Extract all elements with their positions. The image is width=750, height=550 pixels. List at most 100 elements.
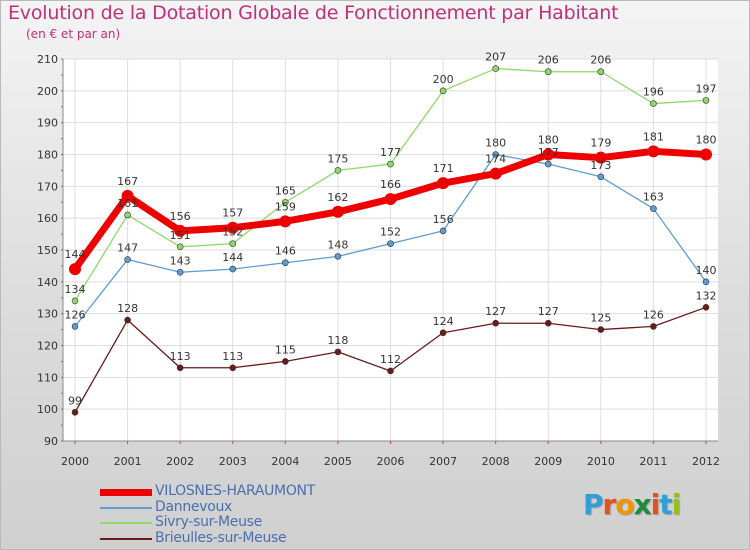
logo-letter: x: [633, 488, 652, 521]
data-label-sivry-sur-meuse: 200: [433, 73, 454, 86]
x-tick-label: 2008: [482, 455, 510, 468]
data-label-dannevoux: 152: [380, 226, 401, 239]
data-label-brieulles-sur-meuse: 112: [380, 353, 401, 366]
data-point-sivry-sur-meuse: [387, 160, 394, 168]
data-point-dannevoux: [124, 256, 131, 263]
data-point-vilosnes-haraumont: [174, 224, 187, 237]
data-point-vilosnes-haraumont: [384, 193, 397, 206]
legend-swatch: [100, 522, 152, 524]
x-tick-label: 2012: [692, 455, 720, 468]
chart-subtitle: (en € et par an): [26, 27, 121, 41]
y-tick-label: 210: [37, 53, 58, 66]
data-point-dannevoux: [650, 205, 657, 212]
data-label-vilosnes-haraumont: 174: [485, 153, 506, 166]
data-label-vilosnes-haraumont: 171: [433, 162, 454, 175]
data-label-dannevoux: 143: [170, 254, 191, 267]
data-label-dannevoux: 148: [327, 238, 348, 251]
y-tick-label: 140: [37, 276, 58, 289]
data-label-dannevoux: 156: [433, 213, 454, 226]
x-tick-label: 2006: [377, 455, 405, 468]
data-label-sivry-sur-meuse: 207: [485, 51, 506, 64]
y-tick-label: 160: [37, 212, 58, 225]
y-tick-label: 120: [37, 340, 58, 353]
data-point-brieulles-sur-meuse: [544, 319, 552, 327]
y-tick-label: 200: [37, 85, 58, 98]
data-label-brieulles-sur-meuse: 127: [485, 305, 506, 318]
data-label-dannevoux: 140: [696, 264, 717, 277]
data-point-vilosnes-haraumont: [226, 221, 239, 234]
data-point-sivry-sur-meuse: [229, 240, 237, 247]
data-label-dannevoux: 147: [117, 242, 138, 255]
data-point-brieulles-sur-meuse: [439, 329, 447, 337]
data-label-sivry-sur-meuse: 206: [590, 54, 611, 67]
data-point-dannevoux: [229, 265, 237, 273]
data-point-sivry-sur-meuse: [597, 68, 605, 76]
data-point-dannevoux: [597, 173, 605, 181]
data-point-sivry-sur-meuse: [334, 167, 342, 174]
data-point-dannevoux: [492, 151, 499, 158]
data-label-vilosnes-haraumont: 157: [222, 207, 243, 220]
data-label-sivry-sur-meuse: 197: [696, 82, 717, 95]
data-label-sivry-sur-meuse: 165: [275, 184, 296, 197]
data-point-vilosnes-haraumont: [279, 215, 292, 228]
data-label-dannevoux: 173: [590, 159, 611, 172]
data-point-dannevoux: [387, 240, 394, 247]
data-label-sivry-sur-meuse: 152: [222, 226, 243, 239]
legend-label: Sivry-sur-Meuse: [155, 514, 262, 530]
data-label-brieulles-sur-meuse: 125: [590, 312, 611, 325]
legend-item: Dannevoux: [100, 498, 400, 516]
data-point-vilosnes-haraumont: [437, 177, 450, 190]
data-label-brieulles-sur-meuse: 118: [327, 334, 348, 347]
data-label-brieulles-sur-meuse: 132: [696, 289, 717, 302]
x-tick-label: 2005: [324, 455, 352, 468]
data-point-sivry-sur-meuse: [650, 100, 657, 107]
legend-swatch: [100, 537, 152, 540]
x-tick-label: 2007: [429, 455, 457, 468]
data-point-vilosnes-haraumont: [331, 205, 344, 218]
data-point-sivry-sur-meuse: [492, 65, 499, 72]
legend: VILOSNES-HARAUMONT Dannevoux Sivry-sur-Meu…: [100, 483, 400, 547]
data-label-sivry-sur-meuse: 177: [380, 146, 401, 159]
data-label-vilosnes-haraumont: 181: [643, 130, 664, 143]
x-tick-label: 2000: [61, 455, 89, 468]
data-point-dannevoux: [71, 323, 79, 330]
data-label-vilosnes-haraumont: 167: [117, 175, 138, 188]
data-label-brieulles-sur-meuse: 113: [170, 350, 191, 363]
data-point-brieulles-sur-meuse: [334, 348, 342, 356]
logo-letter: i: [650, 488, 661, 521]
data-label-dannevoux: 163: [643, 191, 664, 204]
legend-label: Dannevoux: [155, 498, 233, 515]
data-label-dannevoux: 146: [275, 245, 296, 258]
data-point-sivry-sur-meuse: [439, 87, 447, 95]
data-label-sivry-sur-meuse: 161: [117, 197, 138, 210]
y-tick-label: 190: [37, 117, 58, 130]
y-tick-label: 110: [37, 371, 58, 384]
data-label-dannevoux: 144: [222, 251, 243, 264]
data-point-vilosnes-haraumont: [594, 151, 607, 164]
x-tick-label: 2004: [271, 455, 299, 468]
data-label-vilosnes-haraumont: 180: [696, 134, 717, 147]
data-label-vilosnes-haraumont: 156: [170, 210, 191, 223]
data-point-brieulles-sur-meuse: [282, 358, 289, 365]
data-point-vilosnes-haraumont: [69, 263, 81, 276]
data-point-brieulles-sur-meuse: [124, 316, 131, 324]
y-tick-label: 180: [37, 149, 58, 162]
data-point-sivry-sur-meuse: [176, 243, 184, 251]
legend-item: Brieulles-sur-Meuse: [100, 530, 400, 547]
data-point-sivry-sur-meuse: [124, 211, 131, 219]
x-tick-label: 2009: [534, 455, 562, 468]
data-point-brieulles-sur-meuse: [492, 319, 499, 327]
legend-item: Sivry-sur-Meuse: [100, 514, 400, 531]
data-label-brieulles-sur-meuse: 128: [117, 302, 138, 315]
data-point-vilosnes-haraumont: [542, 148, 555, 161]
y-tick-label: 130: [37, 308, 58, 321]
chart-title: Evolution de la Dotation Globale de Fonc…: [8, 2, 619, 24]
data-label-dannevoux: 180: [485, 137, 506, 150]
data-label-sivry-sur-meuse: 206: [538, 54, 559, 67]
legend-item: VILOSNES-HARAUMONT: [100, 483, 400, 500]
data-label-vilosnes-haraumont: 159: [275, 200, 296, 213]
data-point-vilosnes-haraumont: [647, 145, 660, 158]
data-point-dannevoux: [282, 259, 289, 267]
data-label-sivry-sur-meuse: 151: [170, 229, 191, 242]
